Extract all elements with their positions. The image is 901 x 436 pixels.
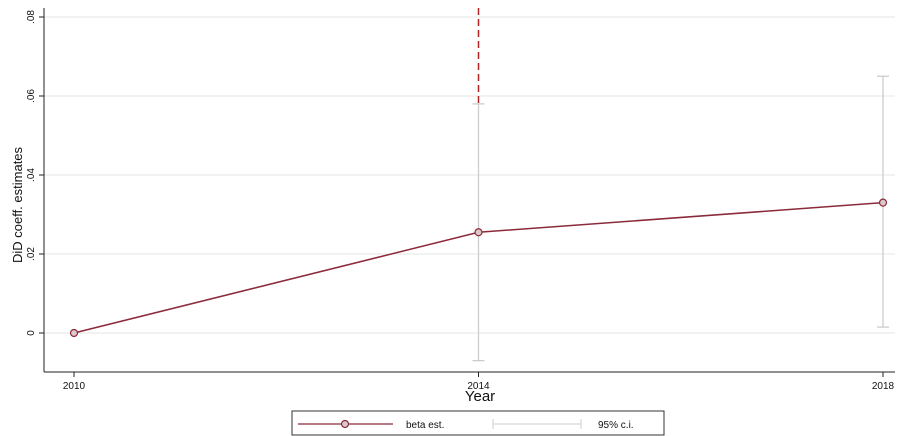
x-tick-label: 2014 bbox=[467, 381, 490, 392]
y-axis-label: DiD coeff. estimates bbox=[10, 146, 25, 263]
legend: beta est. 95% c.i. bbox=[291, 410, 665, 436]
legend-label-ci: 95% c.i. bbox=[598, 420, 634, 431]
y-tick-label: .06 bbox=[26, 89, 37, 103]
legend-box bbox=[291, 410, 665, 436]
x-axis-label: Year bbox=[465, 388, 495, 405]
legend-beta-marker bbox=[340, 419, 350, 429]
y-tick-label: 0 bbox=[26, 330, 37, 336]
x-tick-label: 2010 bbox=[63, 381, 86, 392]
gridlines bbox=[44, 16, 895, 334]
data-point bbox=[878, 198, 888, 207]
x-axis-ticks: 2010 2014 2018 bbox=[63, 372, 895, 392]
series-layer bbox=[69, 198, 888, 338]
data-point bbox=[474, 228, 483, 237]
y-tick-label: .04 bbox=[26, 168, 37, 182]
x-tick-label: 2018 bbox=[872, 381, 895, 392]
legend-label-beta: beta est. bbox=[406, 420, 444, 431]
y-tick-label: .08 bbox=[26, 10, 37, 24]
y-axis-ticks: 0 .02 .04 .06 .08 bbox=[26, 10, 44, 336]
y-tick-label: .02 bbox=[26, 247, 37, 261]
data-point bbox=[69, 328, 79, 338]
confidence-intervals bbox=[472, 75, 889, 362]
